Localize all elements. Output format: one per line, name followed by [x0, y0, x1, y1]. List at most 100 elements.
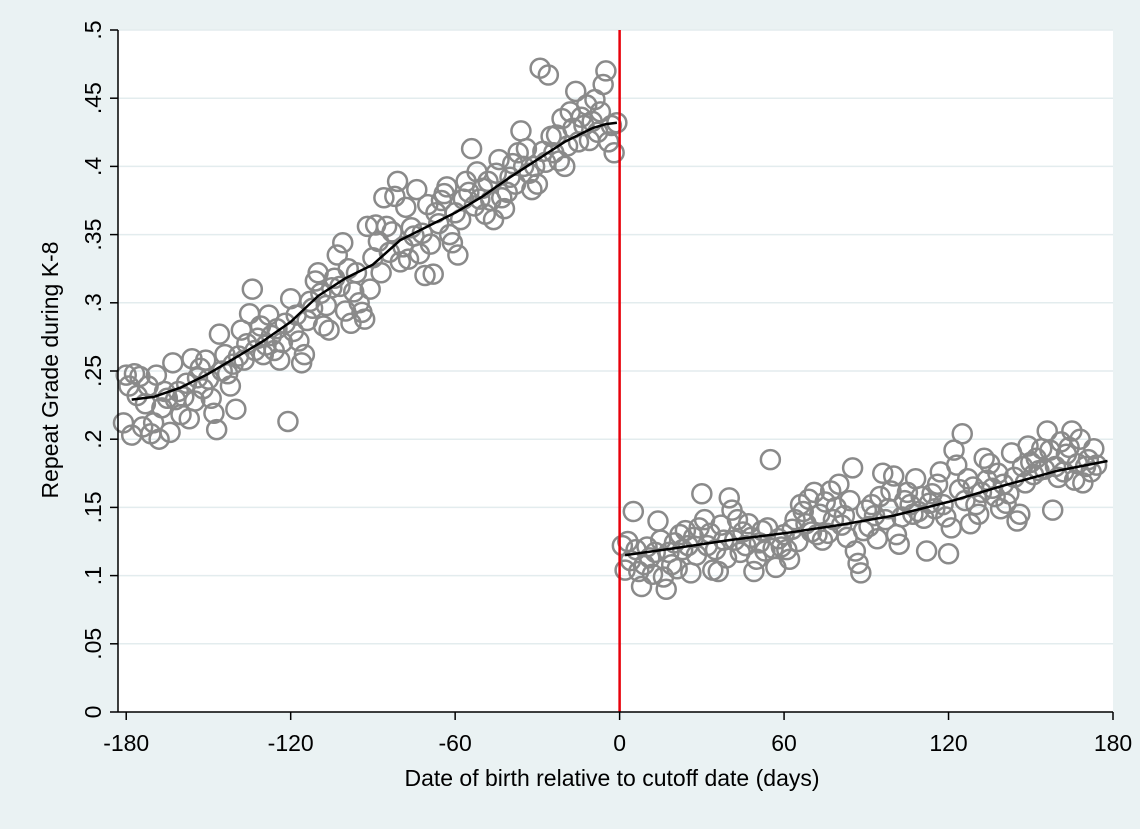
scatter-point — [447, 244, 469, 266]
scatter-point — [293, 343, 316, 366]
scatter-point — [469, 188, 491, 210]
scatter-point — [743, 560, 765, 583]
scatter-point — [915, 540, 938, 562]
y-tick-label: .1 — [80, 566, 106, 585]
scatter-point — [326, 244, 349, 266]
scatter-point — [778, 548, 801, 570]
scatter-point — [888, 533, 910, 555]
x-tick-label: 0 — [613, 730, 626, 756]
scatter-point — [436, 176, 458, 198]
y-tick-label: .45 — [80, 82, 106, 114]
scatter-point — [419, 233, 442, 255]
scatter-point — [521, 178, 543, 201]
scatter-point — [173, 386, 195, 408]
scatter-point — [987, 462, 1009, 485]
y-axis-ticks: 0 .05 .1 .15 .2 .25 .3 .35 .4 .45 .5 — [80, 20, 118, 718]
scatter-point — [935, 506, 957, 528]
scatter-point — [115, 364, 137, 386]
x-tick-label: 180 — [1094, 730, 1132, 756]
x-axis-label: Date of birth relative to cutoff date (d… — [404, 765, 819, 791]
scatter-point — [225, 398, 247, 420]
scatter-point — [340, 312, 362, 335]
scatter-point — [589, 101, 612, 123]
scatter-point — [946, 454, 968, 476]
scatter-point — [937, 543, 960, 565]
y-tick-label: .05 — [80, 628, 106, 660]
scatter-point — [310, 282, 332, 305]
y-axis-label: Repeat Grade during K-8 — [37, 242, 63, 499]
scatter-point — [260, 324, 283, 347]
scatter-point — [622, 500, 645, 523]
scatter-point — [655, 578, 677, 600]
scatter-point — [1009, 503, 1031, 525]
gridlines — [118, 29, 1113, 645]
scatter-point — [501, 152, 524, 175]
scatter-point — [828, 473, 850, 495]
scatter-point — [485, 162, 508, 184]
scatter-point — [639, 547, 661, 569]
scatter-point — [373, 187, 395, 209]
scatter-point — [872, 462, 894, 485]
scatter-point — [241, 278, 264, 300]
scatter-point — [850, 562, 872, 584]
scatter-point — [427, 212, 450, 235]
scatter-point — [460, 137, 483, 160]
scatter-point — [839, 489, 861, 512]
scatter-point — [277, 410, 299, 433]
x-tick-label: -120 — [268, 730, 314, 756]
scatter-point — [641, 563, 664, 585]
scatter-point — [329, 275, 351, 298]
scatter-point — [597, 131, 620, 153]
fit-line — [624, 459, 1108, 557]
y-tick-label: 0 — [80, 706, 106, 719]
scatter-point — [332, 232, 354, 254]
scatter-point — [628, 560, 650, 583]
scatter-point — [353, 308, 376, 330]
scatter-point — [458, 181, 480, 204]
scatter-point — [422, 263, 444, 285]
scatter-point — [359, 278, 381, 300]
scatter-point — [965, 493, 987, 516]
scatter-point — [595, 60, 617, 82]
x-tick-label: -180 — [103, 730, 149, 756]
scatter-point — [666, 558, 688, 580]
scatter-point — [1047, 466, 1069, 489]
scatter-point — [863, 504, 886, 527]
scatter-point — [345, 262, 368, 284]
y-tick-label: .4 — [80, 157, 106, 176]
scatter-point — [844, 540, 867, 562]
scatter-point — [691, 483, 713, 505]
scatter-point — [386, 170, 409, 193]
scatter-point — [159, 421, 181, 444]
scatter-point — [1041, 499, 1064, 521]
x-tick-label: 60 — [771, 730, 797, 756]
scatter-point — [208, 323, 231, 345]
scatter-point — [219, 375, 242, 397]
scatter-point — [792, 500, 815, 523]
x-tick-label: 120 — [929, 730, 967, 756]
scatter-point — [156, 387, 179, 410]
scatter-point — [660, 553, 683, 576]
scatter-point — [490, 187, 513, 209]
x-tick-label: -60 — [439, 730, 472, 756]
scatter-point — [203, 402, 225, 425]
scatter-point — [718, 487, 741, 509]
scatter-point — [847, 552, 869, 575]
scatter-point — [759, 448, 782, 471]
scatter-point — [814, 491, 836, 513]
scatter-point — [973, 447, 995, 470]
scatter-point — [488, 148, 510, 171]
scatter-point — [603, 142, 625, 164]
y-tick-label: .5 — [80, 20, 106, 39]
y-tick-label: .15 — [80, 491, 106, 523]
scatter-point — [882, 465, 905, 487]
scatter-point — [205, 418, 228, 441]
x-axis-ticks: -180 -120 -60 0 60 120 180 — [103, 712, 1132, 756]
scatter-point — [148, 428, 170, 450]
scatter-point — [715, 547, 738, 569]
scatter-point — [318, 319, 340, 341]
scatter-point — [630, 575, 653, 598]
scatter-point — [515, 137, 538, 160]
scatter-point — [321, 277, 343, 299]
